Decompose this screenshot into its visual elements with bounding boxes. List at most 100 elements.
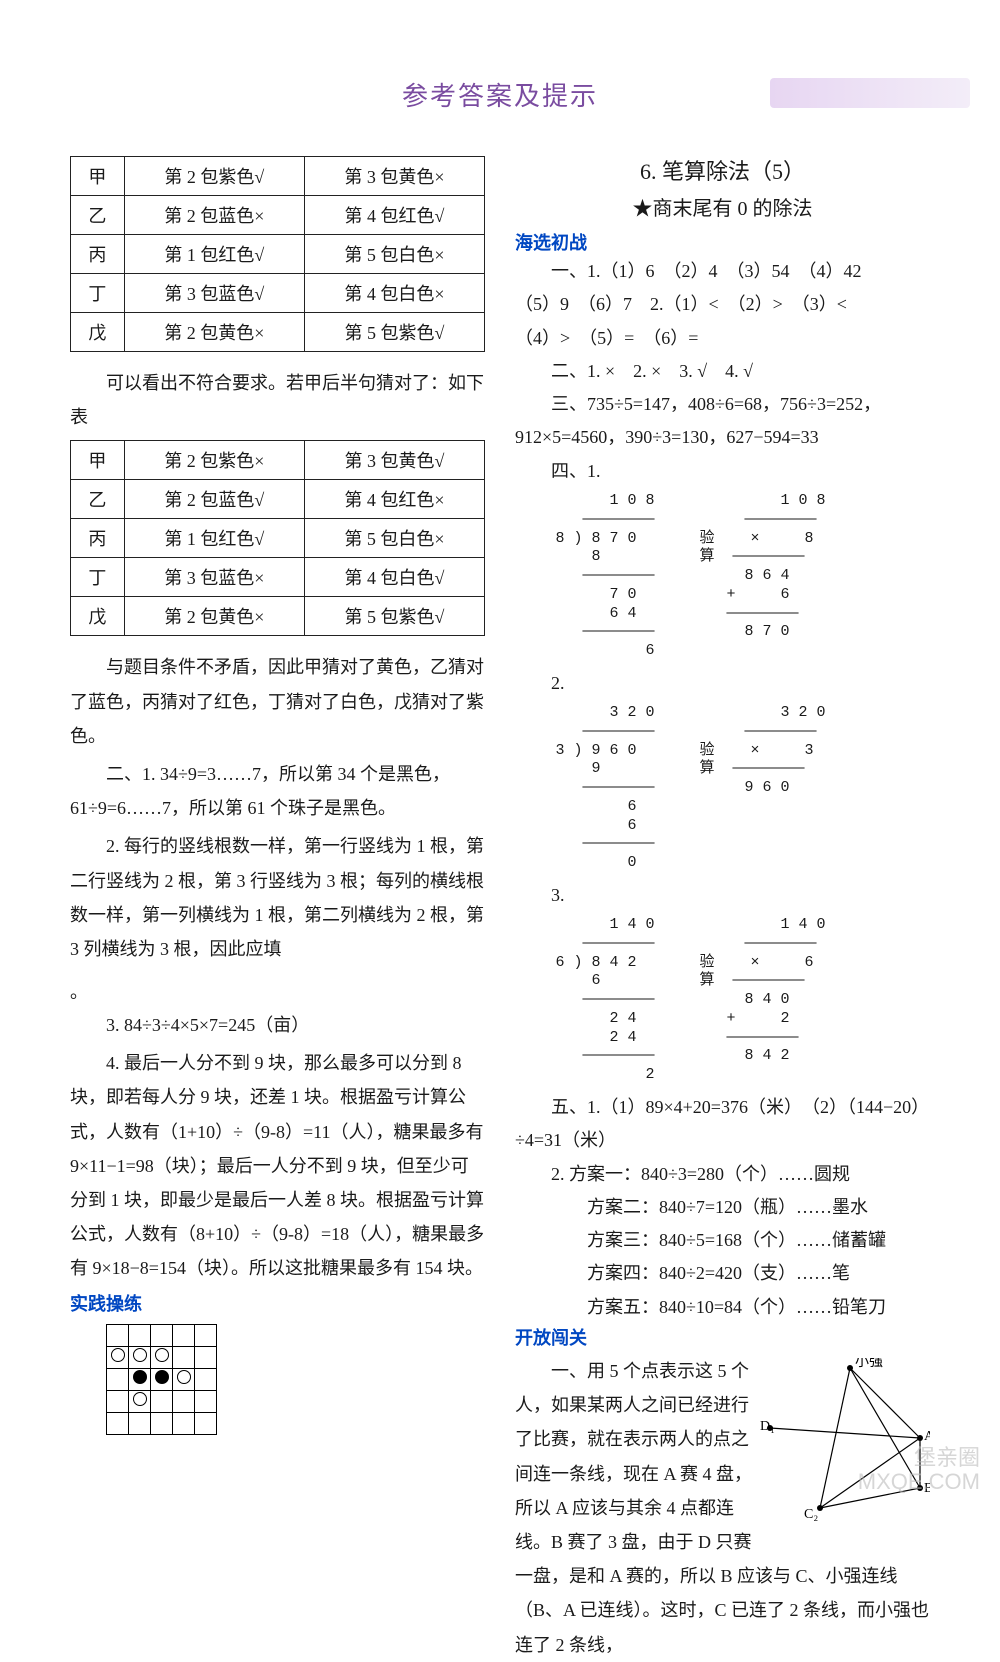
- grid-cell: [129, 1324, 151, 1346]
- plan-5: 方案五：840÷10=84（个）……铅笔刀: [515, 1291, 930, 1324]
- item-2-1: 二、1. 34÷9=3……7，所以第 34 个是黑色，61÷9=6……7，所以第…: [70, 757, 485, 825]
- cell: 第 5 包紫色√: [304, 313, 484, 352]
- long-division-2: 3 2 0 3 2 0 ———————— ———————— 3 ) 9 6 0 …: [538, 704, 931, 873]
- table-1: 甲第 2 包紫色√第 3 包黄色× 乙第 2 包蓝色×第 4 包红色√ 丙第 1…: [70, 156, 485, 352]
- plan-2: 方案二：840÷7=120（瓶）……墨水: [515, 1191, 930, 1224]
- table-row: 戊第 2 包黄色×第 5 包紫色√: [71, 313, 485, 352]
- cell: 第 2 包紫色×: [124, 441, 304, 480]
- ans-2: 二、1. × 2. × 3. √ 4. √: [515, 355, 930, 388]
- cell: 第 2 包紫色√: [124, 157, 304, 196]
- cell: 丙: [71, 519, 125, 558]
- grid-cell: [151, 1346, 173, 1368]
- grid-cell: [151, 1390, 173, 1412]
- svg-text:A₄: A₄: [924, 1429, 930, 1444]
- cell: 第 5 包白色×: [304, 235, 484, 274]
- cell: 甲: [71, 157, 125, 196]
- kaifang-block: 小强D₁A₄B₃C₂ 一、用 5 个点表示这 5 个人，如果某两人之间已经进行了…: [515, 1354, 930, 1662]
- cell: 戊: [71, 313, 125, 352]
- cell: 第 2 包黄色×: [124, 313, 304, 352]
- cell: 丁: [71, 274, 125, 313]
- cell: 第 2 包黄色×: [124, 597, 304, 636]
- grid-cell: [173, 1412, 195, 1434]
- grid-cell: [129, 1368, 151, 1390]
- grid-cell: [129, 1412, 151, 1434]
- grid-cell: [107, 1324, 129, 1346]
- svg-text:C₂: C₂: [804, 1507, 818, 1522]
- watermark-line2: MXQE.COM: [858, 1470, 980, 1494]
- right-column: 6. 笔算除法（5） ★商末尾有 0 的除法 海选初战 一、1.（1）6 （2）…: [515, 150, 930, 1444]
- calc-2-label: 2.: [515, 667, 930, 700]
- cell: 第 2 包蓝色√: [124, 480, 304, 519]
- cell: 第 4 包红色√: [304, 196, 484, 235]
- grid-cell: [151, 1324, 173, 1346]
- grid-cell: [173, 1324, 195, 1346]
- ans-5: 五、1.（1）89×4+20=376（米） （2）（144−20）÷4=31（米…: [515, 1091, 930, 1158]
- item-3: 3. 84÷3÷4×5×7=245（亩）: [70, 1008, 485, 1042]
- plan-4: 方案四：840÷2=420（支）……笔: [515, 1257, 930, 1290]
- cell: 第 3 包黄色×: [304, 157, 484, 196]
- grid-cell: [151, 1368, 173, 1390]
- ans-3b: 912×5=4560，390÷3=130，627−594=33: [515, 421, 930, 454]
- table-row: 乙第 2 包蓝色×第 4 包红色√: [71, 196, 485, 235]
- practice-label: 实践操练: [70, 1290, 485, 1316]
- grid-cell: [173, 1346, 195, 1368]
- grid-cell: [107, 1412, 129, 1434]
- plan-3: 方案三：840÷5=168（个）……储蓄罐: [515, 1224, 930, 1257]
- ans-1c: （4）> （5）= （6）=: [515, 322, 930, 355]
- graph-diagram: 小强D₁A₄B₃C₂: [760, 1358, 930, 1528]
- cell: 第 1 包红色√: [124, 519, 304, 558]
- item-2-2-text: 2. 每行的竖线根数一样，第一行竖线为 1 根，第二行竖线为 2 根，第 3 行…: [70, 836, 484, 959]
- calc-3-label: 3.: [515, 879, 930, 912]
- cell: 丁: [71, 558, 125, 597]
- cell: 戊: [71, 597, 125, 636]
- grid-cell: [195, 1346, 217, 1368]
- grid-cell: [195, 1324, 217, 1346]
- item-2-2-tail: 。: [70, 982, 88, 1002]
- item-4: 4. 最后一人分不到 9 块，那么最多可以分到 8 块，即若每人分 9 块，还差…: [70, 1046, 485, 1285]
- grid-cell: [107, 1390, 129, 1412]
- cell: 甲: [71, 441, 125, 480]
- calc-1-label: 四、1.: [515, 455, 930, 488]
- left-column: 甲第 2 包紫色√第 3 包黄色× 乙第 2 包蓝色×第 4 包红色√ 丙第 1…: [70, 150, 485, 1444]
- cell: 乙: [71, 196, 125, 235]
- practice-grid: [106, 1324, 485, 1435]
- cell: 第 3 包蓝色√: [124, 274, 304, 313]
- grid-cell: [107, 1346, 129, 1368]
- svg-text:小强: 小强: [855, 1358, 883, 1370]
- cell: 第 1 包红色√: [124, 235, 304, 274]
- grid-cell: [173, 1390, 195, 1412]
- grid-cell: [151, 1412, 173, 1434]
- grid-cell: [195, 1390, 217, 1412]
- page-header: 参考答案及提示: [0, 70, 1000, 118]
- grid-cell: [129, 1390, 151, 1412]
- mid-text: 可以看出不符合要求。若甲后半句猜对了：如下表: [70, 366, 485, 434]
- content-columns: 甲第 2 包紫色√第 3 包黄色× 乙第 2 包蓝色×第 4 包红色√ 丙第 1…: [70, 150, 930, 1444]
- grid-cell: [129, 1346, 151, 1368]
- cell: 第 2 包蓝色×: [124, 196, 304, 235]
- ans-1b: （5）9 （6）7 2.（1）< （2）> （3）<: [515, 288, 930, 321]
- table-row: 丙第 1 包红色√第 5 包白色×: [71, 519, 485, 558]
- cell: 第 3 包黄色√: [304, 441, 484, 480]
- grid-cell: [195, 1368, 217, 1390]
- grid-cell: [107, 1368, 129, 1390]
- table-row: 乙第 2 包蓝色√第 4 包红色×: [71, 480, 485, 519]
- cell: 丙: [71, 235, 125, 274]
- watermark: 堡亲圈 MXQE.COM: [858, 1446, 980, 1494]
- cell: 第 5 包紫色√: [304, 597, 484, 636]
- grid-cell: [195, 1412, 217, 1434]
- table-2: 甲第 2 包紫色×第 3 包黄色√ 乙第 2 包蓝色√第 4 包红色× 丙第 1…: [70, 440, 485, 636]
- plan-1: 2. 方案一：840÷3=280（个）……圆规: [515, 1158, 930, 1191]
- cell: 乙: [71, 480, 125, 519]
- table-row: 丙第 1 包红色√第 5 包白色×: [71, 235, 485, 274]
- section-title: 6. 笔算除法（5）: [515, 154, 930, 186]
- table-row: 戊第 2 包黄色×第 5 包紫色√: [71, 597, 485, 636]
- cell: 第 5 包白色×: [304, 519, 484, 558]
- kaifang-label: 开放闯关: [515, 1324, 930, 1350]
- table-row: 丁第 3 包蓝色×第 4 包白色√: [71, 558, 485, 597]
- section-subtitle: ★商末尾有 0 的除法: [515, 192, 930, 221]
- cell: 第 4 包红色×: [304, 480, 484, 519]
- long-division-3: 1 4 0 1 4 0 ———————— ———————— 6 ) 8 4 2 …: [538, 916, 931, 1085]
- ans-1: 一、1.（1）6 （2）4 （3）54 （4）42: [515, 255, 930, 288]
- table-row: 甲第 2 包紫色√第 3 包黄色×: [71, 157, 485, 196]
- haixuan-label: 海选初战: [515, 229, 930, 255]
